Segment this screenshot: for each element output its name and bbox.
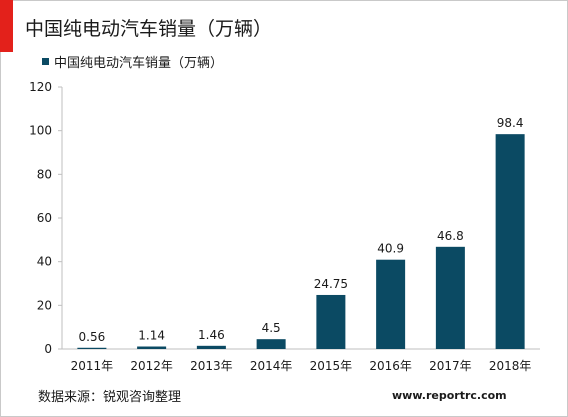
- y-tick-label: 20: [37, 298, 52, 312]
- bar: [376, 259, 406, 349]
- y-tick-label: 40: [37, 255, 52, 269]
- x-tick-label: 2011年: [71, 359, 114, 373]
- x-tick-label: 2015年: [310, 359, 353, 373]
- bar: [316, 294, 346, 349]
- website-label: www.reportrc.com: [392, 389, 507, 402]
- y-tick-label: 100: [29, 124, 52, 138]
- x-tick-label: 2018年: [489, 359, 532, 373]
- data-label: 4.5: [262, 321, 281, 335]
- y-tick-label: 120: [29, 80, 52, 94]
- bar: [435, 246, 465, 349]
- title-accent-bar: [0, 0, 13, 52]
- data-label: 40.9: [377, 242, 404, 256]
- data-label: 98.4: [497, 116, 524, 130]
- bar: [77, 347, 107, 349]
- bar: [137, 346, 167, 349]
- y-tick-label: 80: [37, 167, 52, 181]
- data-label: 24.75: [314, 277, 348, 291]
- data-label: 1.46: [198, 328, 225, 342]
- x-tick-label: 2013年: [190, 359, 233, 373]
- y-tick-label: 60: [37, 211, 52, 225]
- y-tick-label: 0: [44, 342, 52, 356]
- x-tick-label: 2016年: [369, 359, 412, 373]
- bar: [495, 134, 525, 349]
- data-label: 1.14: [138, 329, 165, 343]
- x-tick-label: 2014年: [250, 359, 293, 373]
- chart-title: 中国纯电动汽车销量（万辆）: [25, 18, 273, 40]
- legend-swatch: [42, 57, 49, 65]
- source-note: 数据来源：锐观咨询整理: [38, 390, 182, 405]
- x-tick-label: 2017年: [429, 359, 472, 373]
- bar: [196, 345, 226, 349]
- data-label: 46.8: [437, 229, 464, 243]
- legend-label: 中国纯电动汽车销量（万辆）: [54, 55, 224, 71]
- bar: [256, 339, 286, 349]
- chart-legend: 中国纯电动汽车销量（万辆）: [42, 52, 224, 71]
- data-label: 0.56: [79, 330, 106, 344]
- x-tick-label: 2012年: [130, 359, 173, 373]
